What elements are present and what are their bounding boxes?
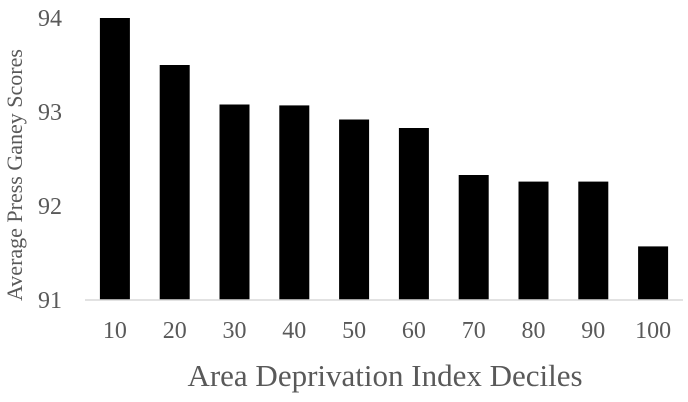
y-tick-label: 93 xyxy=(38,100,62,126)
x-axis-title: Area Deprivation Index Deciles xyxy=(187,358,582,393)
bar-60 xyxy=(398,128,429,300)
bar-20 xyxy=(159,65,190,300)
bars xyxy=(99,18,669,301)
x-tick-label: 50 xyxy=(342,318,366,344)
y-axis-title: Average Press Ganey Scores xyxy=(2,49,27,301)
bar-70 xyxy=(458,175,489,300)
x-tick-label: 70 xyxy=(462,318,486,344)
x-tick-label: 20 xyxy=(163,318,187,344)
y-tick-label: 92 xyxy=(38,194,62,220)
y-tick-label: 94 xyxy=(38,6,62,32)
bar-90 xyxy=(578,181,609,300)
bar-50 xyxy=(339,119,370,300)
x-axis-ticks: 10 20 30 40 50 60 70 80 90 100 xyxy=(103,318,671,344)
bar-40 xyxy=(279,105,310,301)
bar-100 xyxy=(638,246,669,300)
bar-80 xyxy=(518,181,549,300)
x-tick-label: 10 xyxy=(103,318,127,344)
y-tick-label: 91 xyxy=(38,288,62,314)
x-tick-label: 60 xyxy=(402,318,426,344)
bar-30 xyxy=(219,104,250,300)
y-axis-ticks: 91 92 93 94 xyxy=(38,6,62,314)
x-tick-label: 100 xyxy=(635,318,671,344)
x-tick-label: 40 xyxy=(282,318,306,344)
x-tick-label: 90 xyxy=(581,318,605,344)
x-tick-label: 80 xyxy=(522,318,546,344)
bar-10 xyxy=(99,18,130,300)
x-tick-label: 30 xyxy=(223,318,247,344)
